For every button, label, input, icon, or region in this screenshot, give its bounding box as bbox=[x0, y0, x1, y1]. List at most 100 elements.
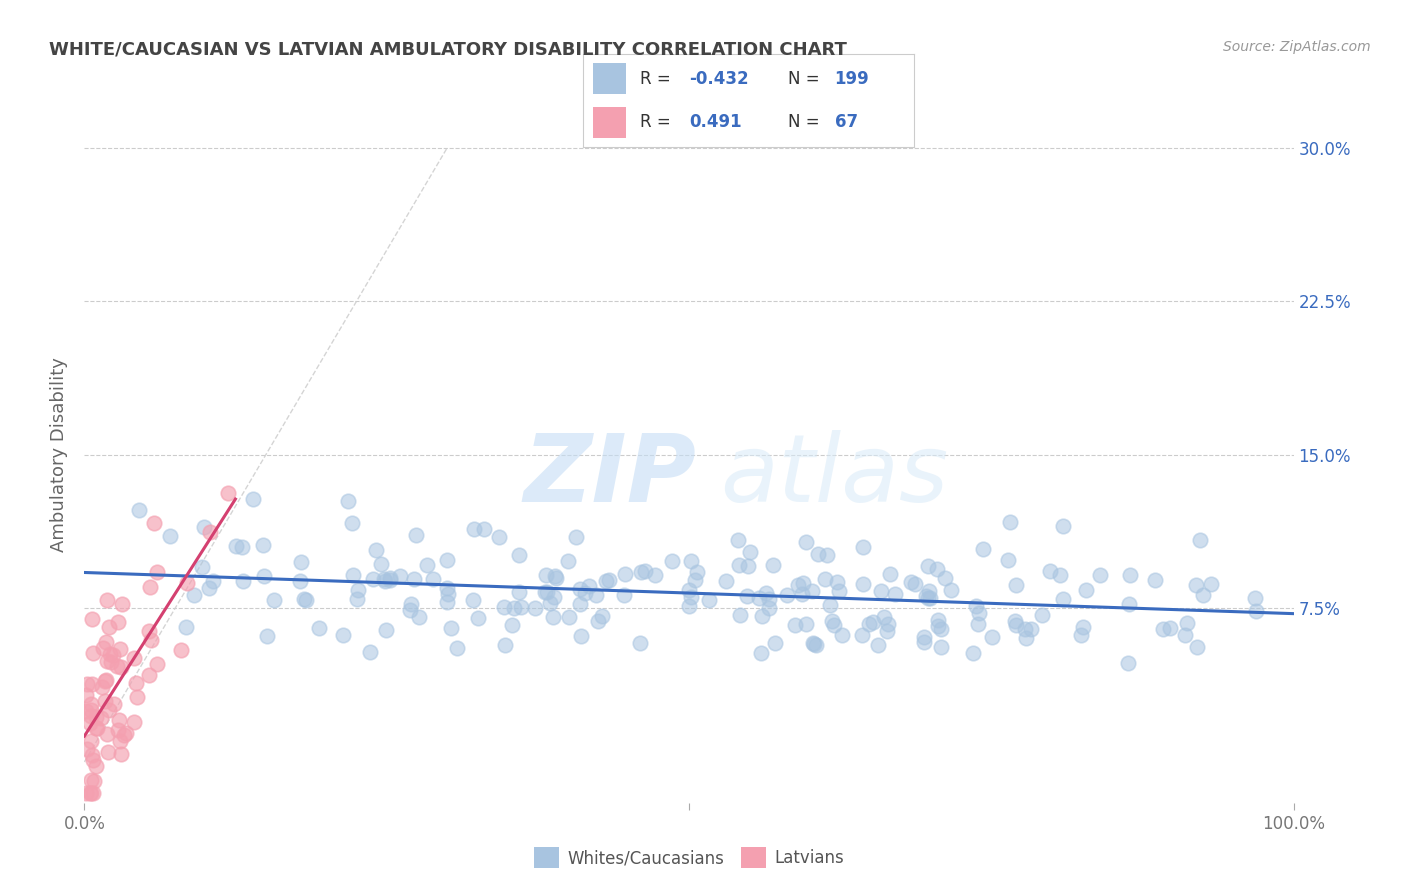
Point bbox=[1039, 564, 1062, 578]
Point bbox=[613, 567, 636, 582]
Point bbox=[538, 596, 561, 610]
Point bbox=[815, 548, 838, 562]
Point bbox=[193, 520, 215, 534]
Text: Source: ZipAtlas.com: Source: ZipAtlas.com bbox=[1223, 40, 1371, 54]
Point bbox=[242, 492, 264, 507]
Point bbox=[80, 703, 103, 717]
Point bbox=[1152, 622, 1174, 636]
Point bbox=[1159, 621, 1181, 635]
Point bbox=[105, 659, 128, 673]
Point bbox=[75, 786, 97, 800]
Point bbox=[678, 583, 700, 598]
FancyBboxPatch shape bbox=[593, 107, 627, 138]
Point bbox=[108, 714, 131, 728]
Text: -0.432: -0.432 bbox=[689, 70, 749, 87]
Point bbox=[388, 569, 411, 583]
Point bbox=[125, 690, 148, 704]
Point bbox=[644, 567, 666, 582]
Point bbox=[569, 597, 592, 611]
Point bbox=[94, 674, 117, 689]
Point bbox=[967, 617, 990, 632]
Point bbox=[801, 635, 824, 649]
Point bbox=[862, 615, 884, 629]
Point bbox=[1174, 628, 1197, 642]
Point bbox=[436, 553, 458, 567]
Point bbox=[183, 588, 205, 602]
Point bbox=[225, 539, 247, 553]
Point bbox=[1052, 592, 1074, 607]
Point bbox=[103, 697, 125, 711]
FancyBboxPatch shape bbox=[593, 63, 627, 94]
Point bbox=[474, 522, 496, 536]
Point bbox=[96, 593, 118, 607]
Point bbox=[749, 646, 772, 660]
Point bbox=[533, 585, 555, 599]
Point bbox=[762, 558, 785, 572]
Point bbox=[866, 638, 889, 652]
Point bbox=[728, 607, 751, 622]
Point bbox=[138, 668, 160, 682]
Point bbox=[94, 673, 117, 687]
Point bbox=[217, 486, 239, 500]
Point bbox=[436, 595, 458, 609]
Point bbox=[295, 593, 318, 607]
Point bbox=[879, 567, 901, 582]
Point bbox=[806, 638, 828, 652]
Point bbox=[398, 603, 420, 617]
Point bbox=[917, 591, 939, 606]
Point bbox=[108, 733, 131, 747]
Point bbox=[98, 648, 121, 662]
Point bbox=[927, 613, 949, 627]
Point bbox=[332, 627, 354, 641]
Point bbox=[776, 588, 799, 602]
Text: 199: 199 bbox=[835, 70, 869, 87]
Point bbox=[80, 786, 103, 800]
Point bbox=[82, 646, 104, 660]
Point bbox=[1191, 588, 1213, 602]
Point bbox=[494, 638, 516, 652]
Point bbox=[821, 615, 844, 629]
Text: N =: N = bbox=[789, 70, 820, 87]
Point bbox=[252, 538, 274, 552]
Point bbox=[90, 680, 112, 694]
Point bbox=[796, 534, 818, 549]
Point bbox=[727, 533, 749, 548]
Point bbox=[557, 554, 579, 568]
Point bbox=[342, 567, 364, 582]
Point bbox=[884, 587, 907, 601]
Point bbox=[501, 618, 523, 632]
Point bbox=[796, 617, 818, 632]
Point bbox=[101, 648, 124, 662]
Point bbox=[492, 599, 515, 614]
Point bbox=[79, 734, 101, 748]
Point bbox=[107, 615, 129, 630]
Point bbox=[558, 610, 581, 624]
Point bbox=[422, 572, 444, 586]
Point bbox=[86, 721, 108, 735]
Point bbox=[96, 654, 118, 668]
Point bbox=[1052, 519, 1074, 533]
Point bbox=[508, 549, 530, 563]
Point bbox=[972, 542, 994, 557]
Text: atlas: atlas bbox=[720, 430, 948, 521]
Point bbox=[792, 576, 814, 591]
Point bbox=[998, 515, 1021, 529]
Point bbox=[568, 582, 591, 596]
Point bbox=[783, 618, 806, 632]
Point bbox=[820, 598, 842, 612]
Point bbox=[828, 584, 851, 599]
Point bbox=[1185, 640, 1208, 654]
Point bbox=[912, 634, 935, 648]
Point bbox=[1031, 608, 1053, 623]
Point bbox=[90, 711, 112, 725]
Point bbox=[373, 572, 395, 586]
Point bbox=[598, 573, 620, 587]
Point bbox=[790, 587, 813, 601]
Point bbox=[408, 610, 430, 624]
Point bbox=[1090, 568, 1112, 582]
Point bbox=[683, 573, 706, 587]
Text: 0.491: 0.491 bbox=[689, 113, 742, 131]
Point bbox=[1118, 597, 1140, 611]
Point bbox=[1071, 620, 1094, 634]
Point bbox=[679, 590, 702, 604]
